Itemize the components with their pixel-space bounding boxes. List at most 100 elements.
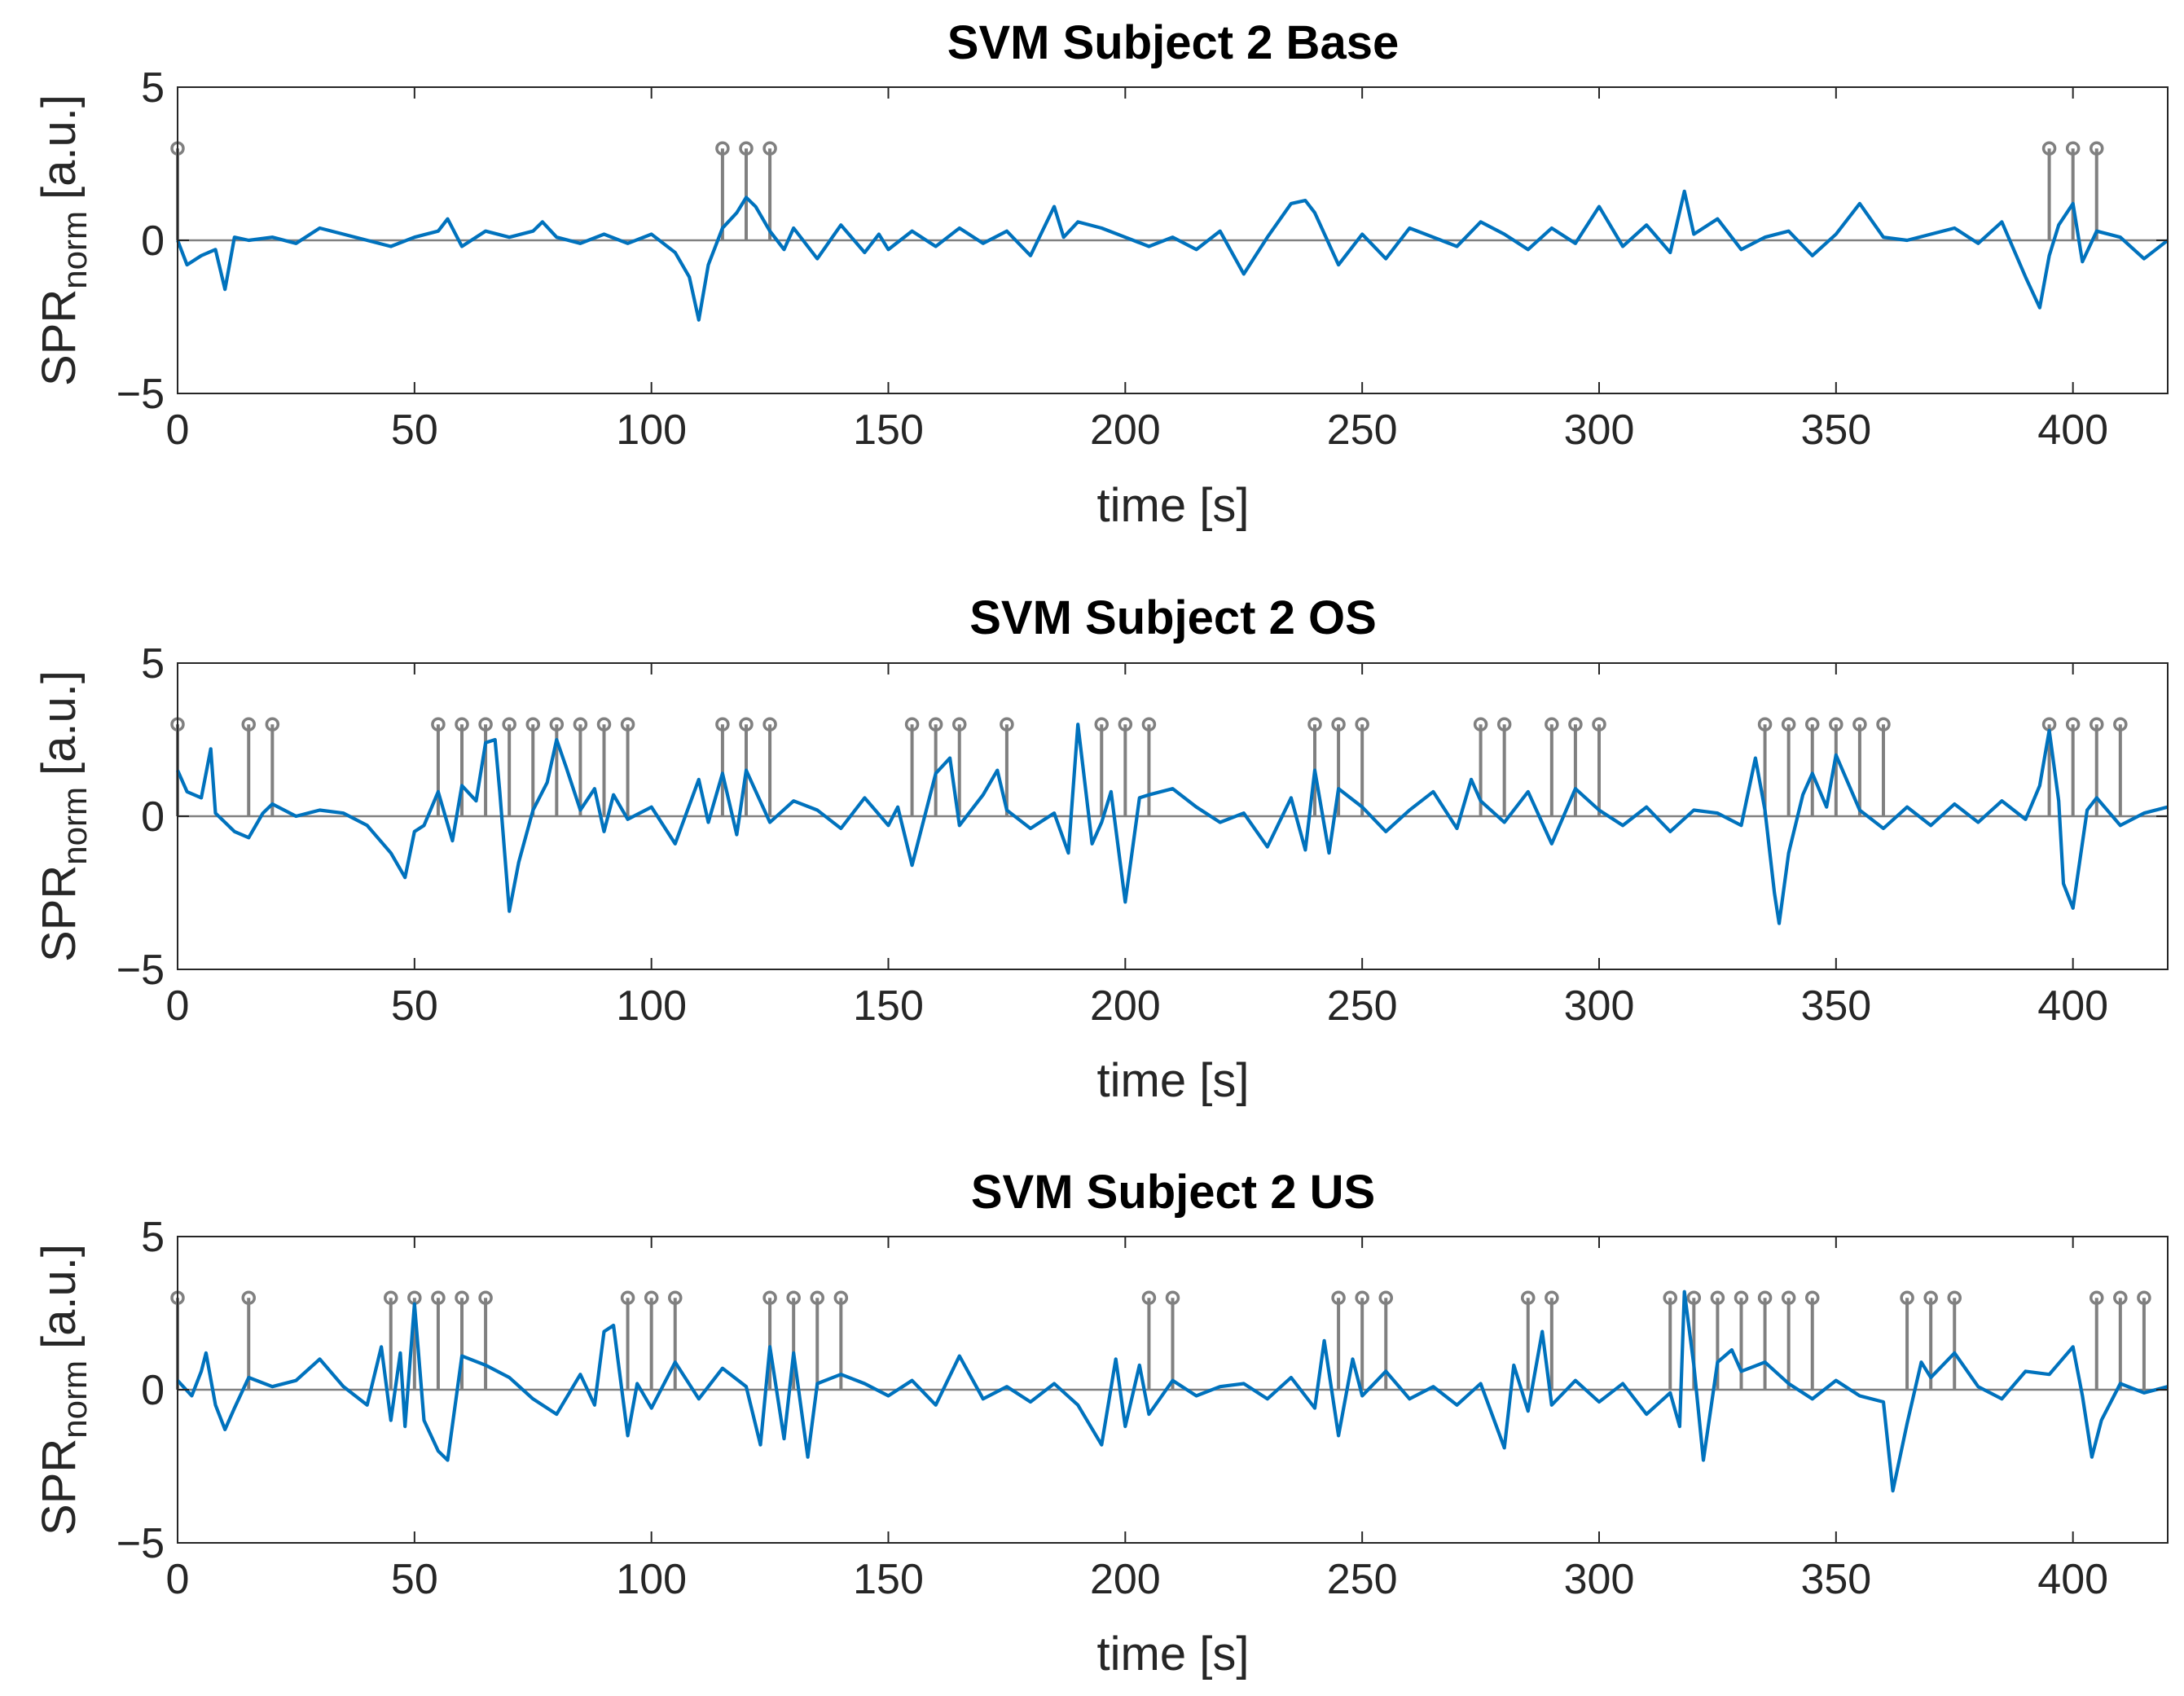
stem-marker: [1710, 1290, 1725, 1305]
x-tick-label: 150: [853, 406, 924, 454]
stem-marker: [1900, 1290, 1914, 1305]
stem-marker: [1141, 717, 1157, 732]
stem-marker: [1781, 1290, 1796, 1305]
stem-marker: [2113, 1290, 2128, 1305]
y-axis-label: SPRnorm [a.u.]: [33, 94, 94, 386]
y-axis-label: SPRnorm [a.u.]: [33, 1244, 94, 1536]
stem-marker: [739, 141, 754, 156]
x-tick-label: 250: [1327, 1556, 1398, 1603]
stem-marker: [1000, 717, 1014, 732]
stem-marker: [573, 717, 588, 732]
stem-marker: [715, 717, 730, 732]
stem-marker: [1592, 717, 1606, 732]
stem-marker: [762, 1290, 777, 1305]
series-line-spr: [176, 723, 2169, 925]
stem-marker: [502, 717, 516, 732]
stem-marker: [1331, 717, 1346, 732]
stem-marker: [810, 1290, 824, 1305]
stem-marker: [455, 717, 469, 732]
stem-marker: [644, 1290, 659, 1305]
x-tick-label: 300: [1564, 406, 1635, 454]
stem-marker: [2041, 141, 2057, 156]
x-tick-label: 100: [616, 406, 687, 454]
stem-marker: [478, 1290, 493, 1305]
stem-marker: [739, 717, 754, 732]
panel-us: SVM Subject 2 US 0 50 100 150 200 250 300 350 40…: [33, 1166, 2169, 1681]
x-tick-label: 50: [391, 406, 438, 454]
x-axis-label: time [s]: [1097, 1054, 1250, 1107]
stem-marker: [1876, 717, 1891, 732]
y-axis-label: SPRnorm [a.u.]: [33, 670, 94, 962]
x-tick-label: 150: [853, 982, 924, 1030]
x-tick-label: 200: [1090, 406, 1161, 454]
stem-marker: [1473, 717, 1488, 732]
stem-marker: [384, 1290, 398, 1305]
stem-marker: [1734, 1290, 1749, 1305]
x-tick-label: 300: [1564, 982, 1635, 1030]
stem-marker: [1852, 717, 1867, 732]
x-tick-label: 150: [853, 1556, 924, 1603]
stem-marker: [549, 717, 565, 732]
stem-marker: [596, 717, 612, 732]
x-tick-label: 100: [616, 1556, 687, 1603]
stem-marker: [1141, 1290, 1157, 1305]
stem-marker: [455, 1290, 469, 1305]
stem-marker: [1331, 1290, 1346, 1305]
x-tick-label: 200: [1090, 1556, 1161, 1603]
y-axis-label-main: SPR: [33, 289, 86, 386]
stem-marker: [1829, 717, 1843, 732]
stem-marker: [478, 717, 493, 732]
stem-marker: [1355, 1290, 1369, 1305]
y-axis-label-subscript: norm: [55, 1360, 94, 1439]
stem-marker: [2090, 141, 2104, 156]
x-tick-label: 250: [1327, 982, 1398, 1030]
y-tick-label: 0: [141, 1367, 165, 1414]
series-line-spr: [176, 1290, 2169, 1493]
stem-marker: [1355, 717, 1369, 732]
stem-marker: [525, 717, 540, 732]
stem-marker: [241, 1290, 256, 1305]
x-tick-label: 50: [391, 982, 438, 1030]
y-tick-label: 0: [141, 793, 165, 841]
stem-marker: [620, 717, 635, 732]
panel-title: SVM Subject 2 Base: [947, 16, 1399, 69]
stem-marker: [1805, 717, 1820, 732]
stem-marker: [2137, 1290, 2151, 1305]
stem-marker: [1118, 717, 1133, 732]
stem-marker: [241, 717, 256, 732]
y-tick-label: −5: [116, 947, 165, 994]
stem-marker: [620, 1290, 635, 1305]
stem-marker: [952, 717, 967, 732]
x-tick-label: 400: [2037, 1556, 2108, 1603]
x-tick-label: 200: [1090, 982, 1161, 1030]
stem-marker: [762, 141, 777, 156]
stem-marker: [265, 717, 280, 732]
panel-base: SVM Subject 2 Base 0 50 100 150 200 250 300 350…: [33, 16, 2169, 532]
y-axis-label-units: [a.u.]: [33, 94, 86, 200]
stem-marker: [2065, 717, 2081, 732]
stem-marker: [1947, 1290, 1962, 1305]
stem-marker: [1663, 1290, 1677, 1305]
x-tick-label: 0: [166, 1556, 190, 1603]
stem-marker: [2113, 717, 2128, 732]
stem-marker: [1496, 717, 1512, 732]
panel-os: SVM Subject 2 OS 0 50 100 150 200 250 300 350 40…: [33, 591, 2169, 1107]
stem-marker: [1568, 717, 1583, 732]
stem-marker: [2065, 141, 2081, 156]
y-tick-label: 5: [141, 640, 165, 688]
stem-marker: [1545, 717, 1559, 732]
stem-marker: [786, 1290, 801, 1305]
stem-marker: [1781, 717, 1796, 732]
y-tick-label: 5: [141, 1214, 165, 1261]
x-tick-label: 300: [1564, 1556, 1635, 1603]
y-tick-label: −5: [116, 371, 165, 418]
stem-marker: [1923, 1290, 1938, 1305]
x-tick-label: 50: [391, 1556, 438, 1603]
x-tick-label: 400: [2037, 406, 2108, 454]
y-tick-label: 5: [141, 64, 165, 112]
panel-title: SVM Subject 2 OS: [969, 591, 1377, 644]
stem-marker: [1757, 717, 1773, 732]
stem-marker: [1757, 1290, 1773, 1305]
